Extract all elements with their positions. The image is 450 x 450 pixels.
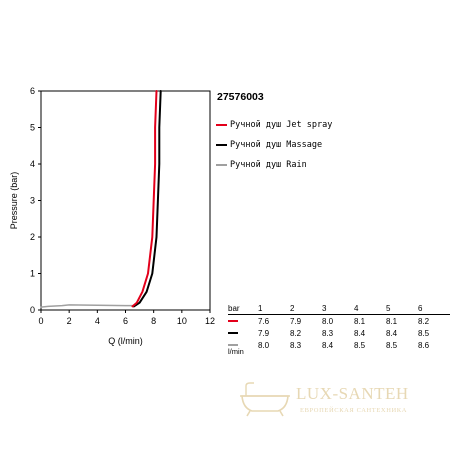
x-tick-label: 8 — [151, 316, 156, 326]
table-row: 7.6 7.9 8.0 8.1 8.1 8.2 — [228, 315, 450, 328]
table-cell: 8.0 — [322, 316, 334, 326]
table-cell: 8.3 — [322, 328, 334, 338]
x-axis-title: Q (l/min) — [108, 336, 143, 346]
table-cell: 7.6 — [258, 316, 270, 326]
y-tick-label: 0 — [30, 305, 35, 315]
x-tick-label: 0 — [38, 316, 43, 326]
table-cell: 8.6 — [418, 340, 430, 350]
series-line-rain — [40, 304, 135, 308]
x-tick-label: 6 — [123, 316, 128, 326]
x-tick-label: 10 — [177, 316, 187, 326]
legend: Ручной душ Jet spray Ручной душ Massage … — [216, 115, 332, 175]
legend-swatch-red — [216, 124, 227, 126]
table-header-bar: bar — [228, 302, 258, 315]
series-line-massage — [132, 90, 162, 308]
table-cell: 8.4 — [322, 340, 334, 350]
table-cell: 8.5 — [354, 340, 366, 350]
table-row-key — [228, 315, 258, 328]
table-cell: 7.9 — [258, 328, 270, 338]
table-header-cell: 5 — [386, 302, 418, 315]
table-header-cell: 2 — [290, 302, 322, 315]
x-tick-label: 2 — [67, 316, 72, 326]
legend-swatch-black — [216, 144, 227, 146]
table-row-key — [228, 339, 258, 351]
y-tick-label: 3 — [30, 196, 35, 206]
table-cell: 8.1 — [354, 316, 366, 326]
table-cell: 8.5 — [386, 340, 398, 350]
y-tick-label: 5 — [30, 123, 35, 133]
flow-rate-table: bar 1 2 3 4 5 6 7.6 7.9 8.0 8.1 8.1 8.2 … — [228, 302, 450, 351]
legend-label: Ручной душ Jet spray — [230, 120, 333, 130]
table-cell: 8.3 — [290, 340, 302, 350]
plot-area-frame — [40, 90, 211, 311]
y-axis-title: Pressure (bar) — [9, 172, 19, 230]
y-tick-label: 6 — [30, 86, 35, 96]
watermark-subtitle: ЕВРОПЕЙСКАЯ САНТЕХНИКА — [300, 407, 408, 414]
legend-label: Ручной душ Rain — [230, 160, 307, 170]
row-swatch-red — [228, 320, 238, 323]
y-tick-label: 4 — [30, 159, 35, 169]
legend-label: Ручной душ Massage — [230, 140, 323, 150]
table-row: 7.9 8.2 8.3 8.4 8.4 8.5 — [228, 327, 450, 339]
table-row: 8.0 8.3 8.4 8.5 8.5 8.6 — [228, 339, 450, 351]
table-cell: 8.2 — [418, 316, 430, 326]
legend-item-massage: Ручной душ Massage — [216, 135, 332, 155]
watermark-logo-icon — [240, 382, 290, 417]
x-tick-label: 12 — [205, 316, 215, 326]
table-header-row: bar 1 2 3 4 5 6 — [228, 302, 450, 315]
table-header-cell: 1 — [258, 302, 290, 315]
table-cell: 7.9 — [290, 316, 302, 326]
table-header-cell: 6 — [418, 302, 450, 315]
table-header-cell: 3 — [322, 302, 354, 315]
table-unit-label: l/min — [228, 347, 244, 356]
row-swatch-grey — [228, 344, 238, 347]
x-tick-label: 4 — [95, 316, 100, 326]
table-cell: 8.4 — [386, 328, 398, 338]
table-cell: 8.4 — [354, 328, 366, 338]
legend-swatch-grey — [216, 164, 227, 166]
table-header-cell: 4 — [354, 302, 386, 315]
row-swatch-black — [228, 332, 238, 335]
y-tick-label: 2 — [30, 232, 35, 242]
legend-item-jet-spray: Ручной душ Jet spray — [216, 115, 332, 135]
watermark-title: LUX-SANTEH — [296, 384, 409, 403]
table-cell: 8.5 — [418, 328, 430, 338]
table-cell: 8.0 — [258, 340, 270, 350]
table-cell: 8.2 — [290, 328, 302, 338]
legend-item-rain: Ручной душ Rain — [216, 155, 332, 175]
y-tick-label: 1 — [30, 269, 35, 279]
chart-title: 27576003 — [217, 91, 264, 103]
table-cell: 8.1 — [386, 316, 398, 326]
series-line-jet-spray — [131, 90, 158, 308]
table-row-key — [228, 327, 258, 339]
